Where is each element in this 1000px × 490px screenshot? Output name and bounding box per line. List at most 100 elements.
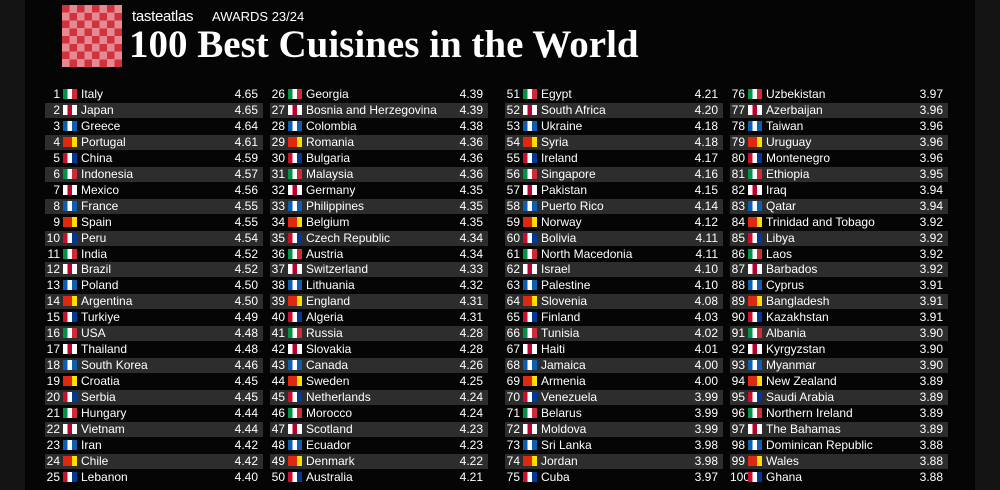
flag-icon — [523, 184, 537, 195]
table-row: 48 Ecuador 4.23 — [270, 438, 488, 453]
cuisine-name: Belarus — [541, 406, 582, 420]
cuisine-name: Slovenia — [541, 294, 588, 309]
rank: 88 — [731, 278, 745, 293]
cuisine-name: South Africa — [541, 102, 606, 117]
score: 4.45 — [234, 374, 258, 389]
rank: 79 — [731, 134, 745, 149]
table-row: 35 Czech Republic 4.34 — [270, 230, 488, 246]
score: 4.42 — [234, 437, 258, 452]
table-row: 42 Slovakia 4.28 — [270, 342, 488, 357]
table-row: 46 Morocco 4.24 — [270, 406, 488, 421]
flag-icon — [748, 455, 762, 466]
flag-icon — [63, 200, 77, 211]
cuisine-name: Ethiopia — [766, 166, 810, 181]
score: 4.11 — [695, 246, 718, 261]
table-row: 51 Egypt 4.21 — [505, 87, 723, 102]
flag-icon — [63, 168, 77, 179]
cuisine-name: Uzbekistan — [766, 87, 826, 101]
cuisine-name: New Zealand — [766, 374, 837, 389]
score: 3.99 — [694, 406, 718, 420]
score: 3.91 — [919, 294, 943, 309]
table-row: 31 Malaysia 4.36 — [270, 166, 488, 182]
flag-icon — [63, 471, 77, 482]
cuisine-name: Lithuania — [306, 278, 355, 293]
score: 4.65 — [234, 102, 258, 117]
cuisine-name: Peru — [81, 230, 107, 245]
flag-icon — [288, 455, 302, 466]
cuisine-name: Croatia — [81, 374, 120, 389]
rank: 15 — [46, 310, 60, 325]
table-row: 45 Netherlands 4.24 — [270, 390, 488, 406]
rank: 20 — [46, 390, 60, 405]
score: 4.55 — [234, 198, 258, 213]
rank: 25 — [46, 469, 60, 484]
cuisine-name: Pakistan — [541, 182, 588, 197]
rank: 68 — [506, 358, 520, 373]
table-row: 27 Bosnia and Herzegovina 4.39 — [270, 102, 488, 118]
score: 4.22 — [459, 453, 483, 468]
flag-icon — [523, 216, 537, 227]
rank: 42 — [271, 342, 285, 357]
flag-icon — [748, 89, 762, 99]
flag-icon — [63, 248, 77, 259]
cuisine-name: Bulgaria — [306, 150, 351, 165]
cuisine-name: Georgia — [306, 87, 349, 101]
rank: 4 — [53, 134, 60, 149]
table-row: 100 Ghana 3.88 — [730, 470, 948, 485]
cuisine-name: Israel — [541, 262, 571, 277]
table-row: 72 Moldova 3.99 — [505, 421, 723, 437]
rank: 44 — [271, 374, 285, 389]
rank: 31 — [271, 166, 285, 181]
score: 4.23 — [459, 437, 483, 452]
flag-icon — [748, 423, 762, 434]
flag-icon — [288, 104, 302, 115]
score: 4.36 — [459, 166, 483, 181]
score: 4.11 — [695, 230, 718, 245]
rank: 48 — [271, 437, 285, 452]
flag-icon — [63, 312, 77, 323]
flag-icon — [748, 439, 762, 450]
cuisine-name: Vietnam — [81, 421, 125, 436]
score: 4.64 — [234, 118, 258, 133]
cuisine-name: Spain — [81, 214, 112, 229]
cuisine-name: Libya — [766, 230, 795, 245]
score: 3.90 — [919, 358, 943, 373]
score: 4.35 — [459, 214, 483, 229]
flag-icon — [523, 136, 537, 147]
rank: 89 — [731, 294, 745, 309]
flag-icon — [523, 89, 537, 99]
cuisine-name: Haiti — [541, 342, 566, 357]
score: 4.15 — [694, 182, 718, 197]
score: 4.34 — [459, 230, 483, 245]
table-row: 9 Spain 4.55 — [45, 215, 263, 230]
cuisine-name: Norway — [541, 214, 582, 229]
score: 4.52 — [234, 262, 258, 277]
score: 4.39 — [459, 102, 483, 117]
cuisine-name: Wales — [766, 453, 799, 468]
table-row: 1 Italy 4.65 — [45, 87, 263, 102]
table-row: 59 Norway 4.12 — [505, 215, 723, 230]
table-row: 97 The Bahamas 3.89 — [730, 421, 948, 437]
table-row: 73 Sri Lanka 3.98 — [505, 438, 723, 453]
table-row: 41 Russia 4.28 — [270, 326, 488, 342]
rank: 66 — [506, 326, 520, 341]
flag-icon — [63, 328, 77, 339]
score: 4.48 — [234, 342, 258, 357]
rank: 52 — [506, 102, 520, 117]
flag-icon — [288, 264, 302, 275]
rank: 91 — [731, 326, 745, 341]
cuisine-name: South Korea — [81, 358, 148, 373]
score: 4.44 — [234, 406, 258, 420]
rank: 53 — [506, 118, 520, 133]
rank: 96 — [731, 406, 745, 420]
flag-icon — [523, 120, 537, 131]
rank: 100 — [730, 469, 751, 484]
score: 4.18 — [694, 118, 718, 133]
score: 4.35 — [459, 198, 483, 213]
cuisine-name: Kyrgyzstan — [766, 342, 826, 357]
flag-icon — [523, 408, 537, 418]
score: 3.97 — [694, 469, 718, 484]
table-row: 71 Belarus 3.99 — [505, 406, 723, 421]
flag-icon — [523, 152, 537, 163]
cuisine-name: Italy — [81, 87, 104, 101]
